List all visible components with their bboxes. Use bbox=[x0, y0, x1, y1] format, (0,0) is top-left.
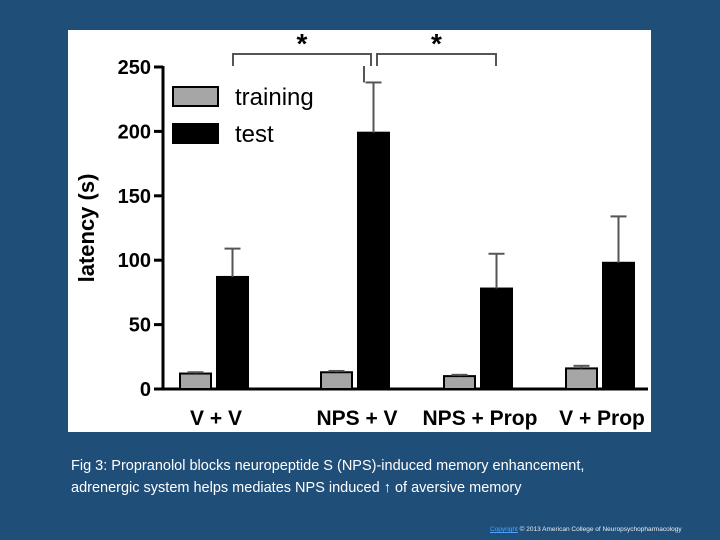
x-tick-label: V + V bbox=[190, 407, 242, 430]
legend-label-test: test bbox=[235, 121, 274, 148]
copyright-footer: Copyright © 2013 American College of Neu… bbox=[490, 526, 682, 533]
training-bar bbox=[565, 367, 598, 390]
y-axis-label: latency (s) bbox=[74, 174, 99, 283]
test-bar bbox=[357, 131, 390, 391]
test-bar bbox=[216, 275, 249, 390]
test-bar bbox=[602, 261, 635, 390]
legend-swatch-test bbox=[172, 123, 219, 144]
significance-marker: * bbox=[431, 30, 442, 59]
y-tick-label: 100 bbox=[118, 250, 151, 272]
caption-line-2: adrenergic system helps mediates NPS ind… bbox=[71, 480, 522, 496]
test-bar bbox=[480, 287, 513, 391]
legend-swatch-training bbox=[172, 86, 219, 107]
training-bar bbox=[443, 375, 476, 390]
significance-bracket bbox=[232, 53, 372, 66]
y-tick-label: 50 bbox=[129, 315, 151, 337]
y-tick-label: 250 bbox=[118, 57, 151, 79]
x-tick-label: NPS + V bbox=[316, 407, 397, 430]
training-bar bbox=[320, 371, 353, 391]
bar-chart: 0 50 100 150 200 250 latency (s) V + V NPS + V NP… bbox=[74, 30, 648, 430]
x-tick-label: NPS + Prop bbox=[423, 407, 538, 430]
figure-panel: 0 50 100 150 200 250 latency (s) V + V NPS + V NP… bbox=[68, 30, 651, 432]
x-tick-label: V + Prop bbox=[559, 407, 645, 430]
caption-line-1: Fig 3: Propranolol blocks neuropeptide S… bbox=[71, 458, 585, 474]
figure-caption: Fig 3: Propranolol blocks neuropeptide S… bbox=[71, 455, 671, 499]
copyright-text: © 2013 American College of Neuropsychoph… bbox=[519, 526, 682, 533]
significance-marker: * bbox=[297, 30, 308, 59]
training-bar bbox=[179, 372, 212, 391]
y-tick-label: 0 bbox=[140, 379, 151, 401]
y-tick-label: 150 bbox=[118, 186, 151, 208]
copyright-link[interactable]: Copyright bbox=[490, 526, 518, 533]
y-tick-label: 200 bbox=[118, 121, 151, 143]
significance-bracket bbox=[376, 53, 497, 66]
legend-label-training: training bbox=[235, 84, 314, 111]
